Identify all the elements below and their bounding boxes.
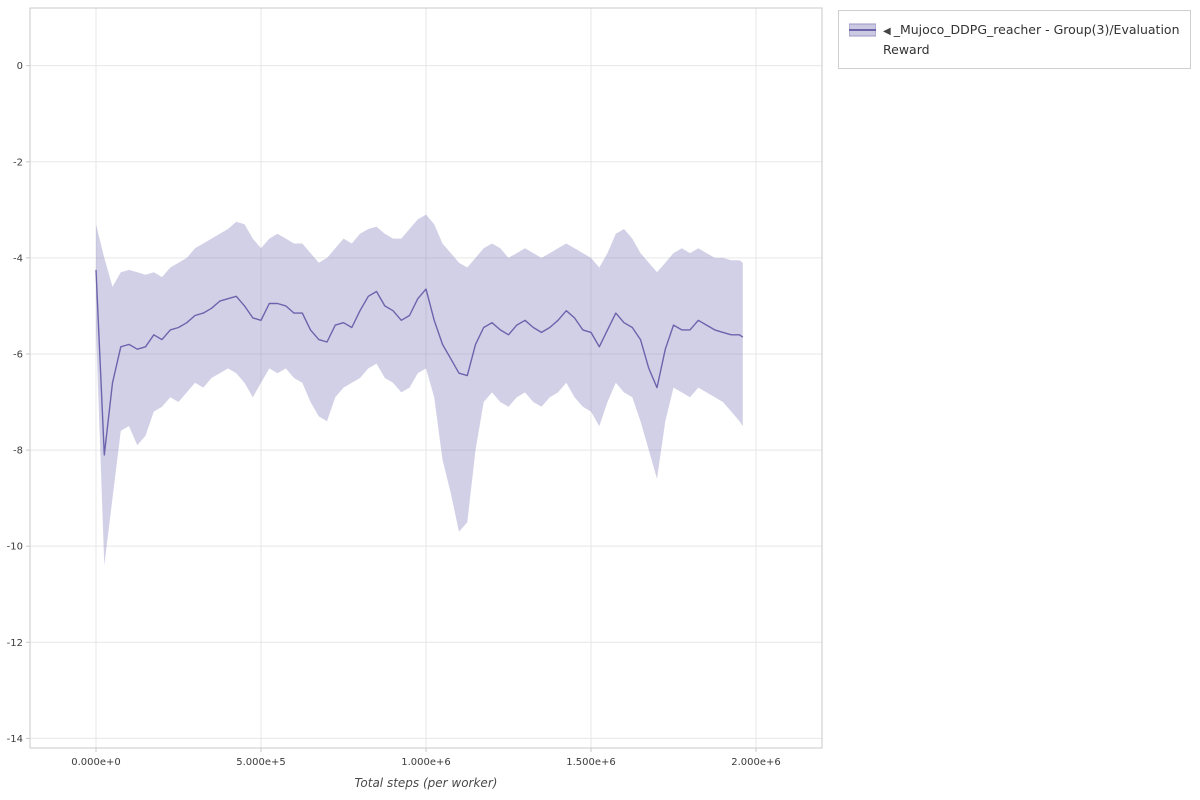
legend-entry-text: _Mujoco_DDPG_reacher - Group(3)/Evaluati… [883,22,1180,57]
series-line [95,269,744,456]
x-tick-label: 0.000e+0 [71,757,121,768]
x-tick-label: 5.000e+5 [236,757,286,768]
y-tick-label: -8 [13,446,23,457]
y-tick-label: 0 [17,61,23,72]
y-tick-label: -4 [13,253,23,264]
legend-entry[interactable]: ◀ _Mujoco_DDPG_reacher - Group(3)/Evaluat… [849,20,1180,59]
legend-box: ◀ _Mujoco_DDPG_reacher - Group(3)/Evaluat… [838,10,1191,69]
y-tick-label: -6 [13,349,23,360]
plot-area: 0.000e+0 5.000e+5 1.000e+6 1.500e+6 2.000e+6… [7,7,823,768]
y-tick-label: -14 [7,734,23,745]
series-toggle-icon[interactable]: ◀ [883,26,891,37]
confidence-band [96,214,743,566]
legend-swatch-icon [849,23,876,37]
y-tick-label: -2 [13,157,23,168]
legend-label: ◀ _Mujoco_DDPG_reacher - Group(3)/Evaluat… [883,20,1180,59]
x-tick-label: 2.000e+6 [731,757,781,768]
x-axis-label: Total steps (per worker) [354,776,498,790]
y-tick-label: -10 [7,542,23,553]
x-tick-label: 1.000e+6 [401,757,451,768]
x-tick-label: 1.500e+6 [566,757,616,768]
y-tick-label: -12 [7,638,23,649]
